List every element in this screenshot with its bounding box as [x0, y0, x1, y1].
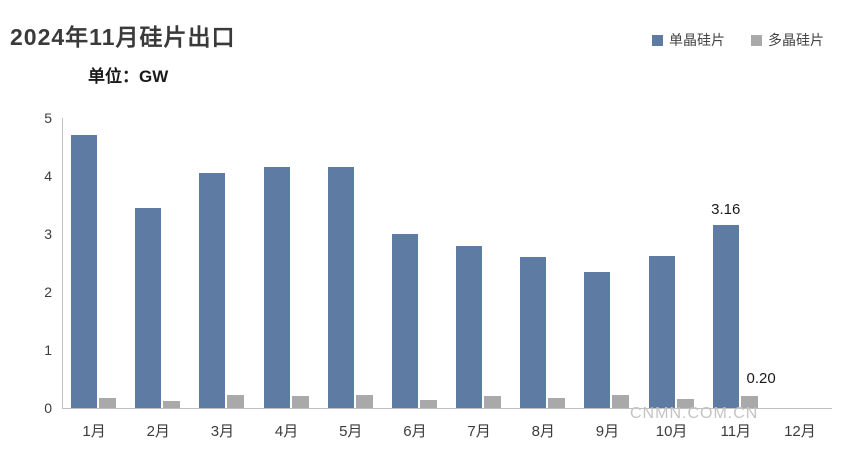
legend-item-poly: 多晶硅片	[751, 30, 824, 50]
x-tick-label-12月: 12月	[784, 423, 816, 440]
mono-series-swatch	[652, 34, 663, 46]
x-tick-label-11月: 11月	[720, 423, 752, 440]
mono-bar-7月	[456, 246, 483, 408]
bar-group-8月	[520, 257, 566, 408]
poly-bar-5月	[355, 395, 373, 408]
unit-label: 单位：GW	[88, 67, 169, 86]
bar-group-10月	[648, 256, 694, 408]
poly-bar-7月	[484, 396, 502, 408]
x-tick-label-10月: 10月	[655, 423, 688, 440]
watermark: CNMN.COM.CN	[630, 405, 759, 422]
mono-bar-3月	[199, 173, 226, 408]
poly-bar-6月	[419, 400, 437, 408]
x-tick-label-9月: 9月	[595, 423, 620, 440]
bar-group-3月	[199, 173, 245, 408]
mono-bar-8月	[520, 257, 547, 408]
x-tick-label-8月: 8月	[531, 423, 555, 440]
mono-bar-4月	[263, 167, 290, 408]
mono-bar-6月	[391, 234, 418, 408]
y-axis-line	[62, 118, 63, 408]
x-tick-label-3月: 3月	[210, 423, 235, 440]
mono-bar-10月	[648, 256, 675, 408]
mono-bar-11月: 3.16	[711, 201, 740, 408]
data-label-mono: 3.16	[711, 201, 741, 218]
x-tick-label-6月: 6月	[403, 423, 427, 440]
poly-bar-4月	[291, 396, 309, 408]
poly-bar-1月	[99, 398, 117, 408]
mono-bar-9月	[584, 272, 611, 408]
legend-label-mono: 单晶硅片	[669, 32, 725, 48]
legend-label-poly: 多晶硅片	[768, 32, 824, 48]
y-tick-label: 1	[44, 342, 52, 358]
y-tick-label: 2	[44, 284, 52, 300]
x-axis-line	[62, 408, 832, 409]
poly-bar-2月	[163, 401, 181, 408]
bar-group-9月	[584, 272, 630, 408]
x-tick-label-5月: 5月	[339, 423, 363, 440]
data-label-poly: 0.20	[746, 370, 776, 387]
legend-item-mono: 单晶硅片	[652, 30, 725, 50]
bar-group-2月	[135, 208, 181, 408]
bar-group-4月	[263, 167, 309, 408]
x-tick-label-4月: 4月	[274, 423, 299, 440]
legend: 单晶硅片 多晶硅片	[652, 30, 824, 50]
bar-group-7月	[456, 246, 502, 408]
y-tick-label: 5	[44, 110, 52, 126]
y-tick-label: 4	[44, 168, 52, 184]
poly-bar-3月	[227, 395, 245, 408]
bar-group-1月	[71, 135, 117, 408]
bar-group-11月: 3.16 0.20	[711, 201, 776, 408]
poly-bar-9月	[612, 395, 630, 408]
poly-series-swatch	[751, 34, 762, 46]
poly-bar-8月	[548, 398, 566, 408]
y-tick-label: 3	[44, 226, 52, 242]
x-tick-label-7月: 7月	[467, 423, 491, 440]
poly-bar-10月	[676, 399, 694, 408]
y-tick-label: 0	[44, 400, 52, 416]
chart-title: 2024年11月硅片出口	[10, 24, 236, 50]
bar-group-5月	[327, 167, 373, 408]
x-tick-label-2月: 2月	[146, 423, 170, 440]
poly-bar-11月: 0.20	[740, 370, 776, 408]
plot-area: 3.16 0.20	[62, 118, 832, 408]
bar-group-6月	[391, 234, 437, 408]
mono-bar-1月	[71, 135, 98, 408]
x-tick-label-1月: 1月	[82, 423, 106, 440]
mono-bar-2月	[135, 208, 162, 408]
mono-bar-5月	[327, 167, 354, 408]
